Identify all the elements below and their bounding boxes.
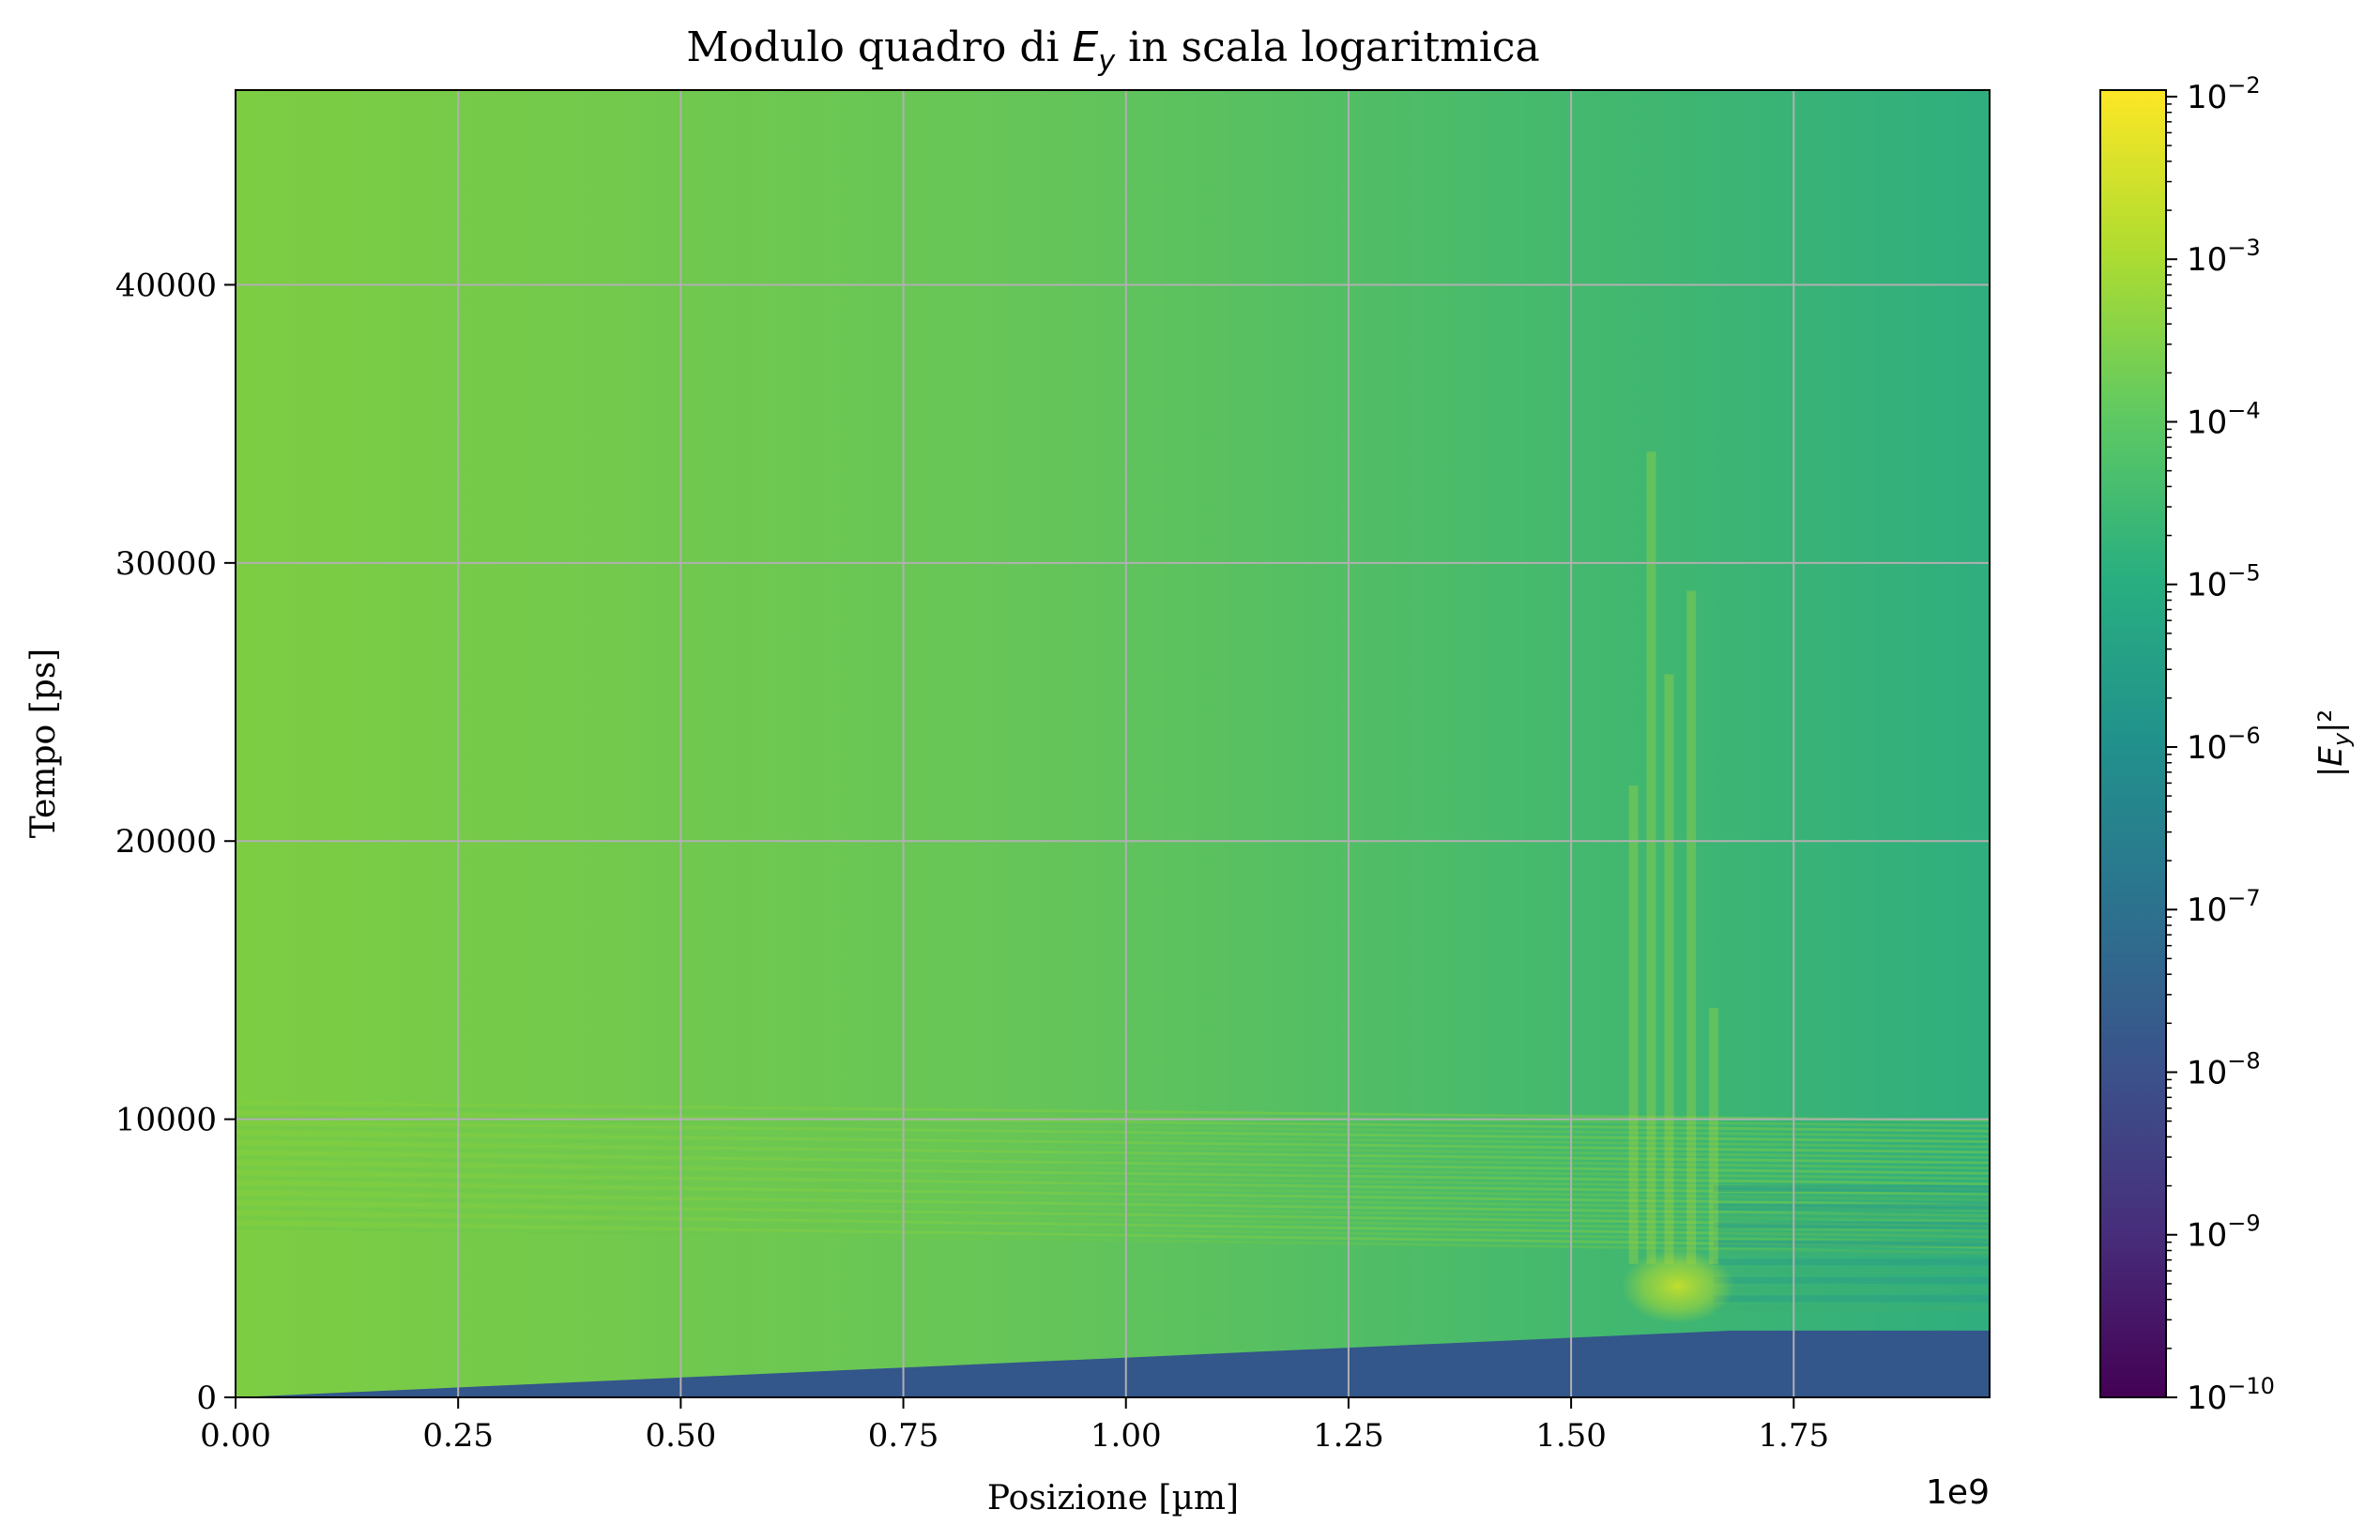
streak-line	[236, 1151, 1990, 1175]
x-tick-label: 0.75	[868, 1417, 939, 1455]
title-variable: E	[1073, 23, 1099, 71]
streak-line	[236, 1126, 1990, 1149]
colorbar-tick-label: 10−9	[2187, 1211, 2261, 1255]
streak-line	[236, 1181, 1990, 1207]
streak-line	[236, 1191, 1990, 1217]
right-band	[1713, 1249, 1990, 1257]
y-tick-label: 40000	[115, 267, 217, 304]
reflection-fringe	[1664, 674, 1674, 1264]
right-band	[1713, 1295, 1990, 1303]
streak-line	[236, 1166, 1990, 1191]
streak-line	[236, 1136, 1990, 1160]
title-prefix: Modulo quadro di	[686, 23, 1072, 71]
colorbar-tick-label: 10−7	[2187, 885, 2261, 929]
x-tick-label: 1.75	[1758, 1417, 1829, 1455]
right-band	[1713, 1203, 1990, 1211]
streak-line	[236, 1111, 1990, 1133]
colorbar-tick-label: 10−4	[2187, 397, 2261, 441]
x-offset-text: 1e9	[1926, 1473, 1990, 1512]
y-tick-label: 10000	[115, 1102, 217, 1139]
y-tick-label: 20000	[115, 823, 217, 861]
x-axis-ticks: 0.00 0.25 0.50 0.75 1.00 1.25 1.50 1.75	[200, 1397, 1829, 1455]
streak-line	[236, 1141, 1990, 1165]
y-tick-label: 30000	[115, 545, 217, 583]
colorbar-ticks: 10−10 10−9 10−8 10−7 10−6 10−5 10−4 10−3 10−2	[2166, 72, 2275, 1417]
x-tick-label: 1.00	[1091, 1417, 1162, 1455]
x-tick-label: 0.00	[200, 1417, 271, 1455]
low-time-streaks	[236, 1101, 1990, 1312]
streak-line	[236, 1121, 1990, 1144]
x-tick-label: 1.50	[1535, 1417, 1607, 1455]
title-subscript: y	[1097, 45, 1116, 78]
streak-line	[236, 1116, 1990, 1138]
streak-line	[236, 1161, 1990, 1186]
streak-line	[236, 1226, 1990, 1255]
colorbar-label-variable: E	[2312, 746, 2350, 767]
colorbar-label: |Ey|²	[2312, 709, 2355, 777]
colorbar-label-subscript: y	[2328, 732, 2355, 747]
colorbar-tick-label: 10−3	[2187, 235, 2261, 279]
y-axis-ticks: 0 10000 20000 30000 40000	[115, 267, 236, 1417]
plot-frame	[235, 89, 1991, 1398]
x-tick-label: 0.25	[422, 1417, 494, 1455]
streak-line	[236, 1101, 1990, 1122]
right-band	[1713, 1304, 1990, 1312]
streak-line	[236, 1196, 1990, 1223]
colorbar	[2099, 89, 2167, 1398]
right-band	[1713, 1222, 1990, 1229]
heatmap-field-region	[236, 90, 1990, 1397]
right-band	[1713, 1286, 1990, 1293]
colorbar-tick-label: 10−2	[2187, 72, 2261, 116]
x-axis-label: Posizione [µm]	[987, 1479, 1239, 1517]
reflection-fringe	[1646, 451, 1656, 1264]
streak-line	[236, 1171, 1990, 1197]
right-band	[1713, 1268, 1990, 1275]
streak-line	[236, 1146, 1990, 1170]
streak-line	[236, 1201, 1990, 1228]
colorbar-tick-label: 10−5	[2187, 560, 2261, 604]
x-tick-label: 0.50	[646, 1417, 717, 1455]
heatmap-plot	[236, 90, 1990, 1397]
grid-lines	[236, 90, 1990, 1397]
streak-line	[236, 1131, 1990, 1154]
y-tick-label: 0	[196, 1380, 217, 1417]
colorbar-label-close: |²	[2312, 709, 2350, 733]
colorbar-tick-label: 10−8	[2187, 1047, 2261, 1091]
reflection-peak	[1621, 1248, 1734, 1324]
title-suffix: in scala logaritmica	[1115, 23, 1540, 71]
streak-line	[236, 1156, 1990, 1181]
colorbar-tick-label: 10−10	[2187, 1373, 2275, 1417]
chart-title: Modulo quadro di Ey in scala logaritmica	[686, 23, 1539, 78]
streak-line	[236, 1176, 1990, 1202]
right-band	[1713, 1276, 1990, 1284]
right-band	[1713, 1194, 1990, 1201]
colorbar-label-open: |	[2312, 767, 2350, 777]
reflection-fringe	[1686, 590, 1697, 1264]
x-tick-label: 1.25	[1313, 1417, 1384, 1455]
reflection-cluster	[1621, 451, 1734, 1324]
streak-line	[236, 1211, 1990, 1239]
streak-line	[236, 1216, 1990, 1244]
y-axis-label: Tempo [ps]	[24, 648, 63, 838]
right-band	[1713, 1258, 1990, 1266]
reflection-fringe	[1708, 1008, 1718, 1264]
streak-line	[236, 1221, 1990, 1249]
right-band	[1713, 1240, 1990, 1247]
streak-line	[236, 1206, 1990, 1233]
right-band	[1713, 1230, 1990, 1238]
right-band	[1713, 1185, 1990, 1193]
colorbar-tick-label: 10−6	[2187, 723, 2261, 767]
pre-wavefront-region	[236, 1330, 1990, 1397]
streak-line	[236, 1105, 1990, 1128]
right-band	[1713, 1212, 1990, 1220]
reflection-fringe	[1628, 785, 1639, 1264]
streak-line	[236, 1186, 1990, 1212]
